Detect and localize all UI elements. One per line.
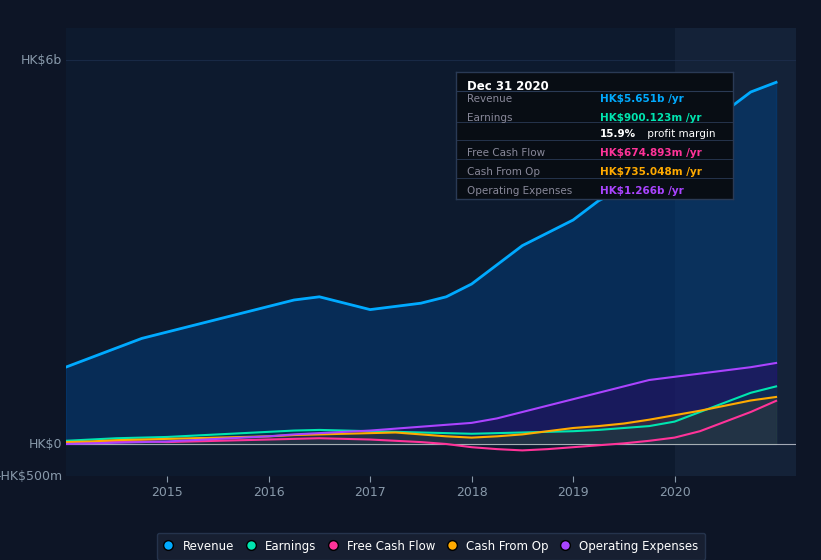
Text: Dec 31 2020: Dec 31 2020 [467,81,548,94]
Text: Cash From Op: Cash From Op [467,167,540,177]
Text: HK$5.651b /yr: HK$5.651b /yr [599,95,683,104]
Text: 15.9%: 15.9% [599,129,635,139]
Text: profit margin: profit margin [644,129,715,139]
Text: HK$900.123m /yr: HK$900.123m /yr [599,114,701,124]
Text: HK$735.048m /yr: HK$735.048m /yr [599,167,702,177]
Text: HK$6b: HK$6b [21,54,62,67]
Text: Revenue: Revenue [467,95,512,104]
Text: -HK$500m: -HK$500m [0,469,62,483]
Text: HK$674.893m /yr: HK$674.893m /yr [599,148,701,158]
Text: Earnings: Earnings [467,114,512,124]
Text: Free Cash Flow: Free Cash Flow [467,148,545,158]
Text: HK$1.266b /yr: HK$1.266b /yr [599,186,683,196]
Text: HK$0: HK$0 [29,437,62,450]
Bar [675,28,796,476]
Legend: Revenue, Earnings, Free Cash Flow, Cash From Op, Operating Expenses: Revenue, Earnings, Free Cash Flow, Cash … [157,533,705,559]
Text: Operating Expenses: Operating Expenses [467,186,572,196]
